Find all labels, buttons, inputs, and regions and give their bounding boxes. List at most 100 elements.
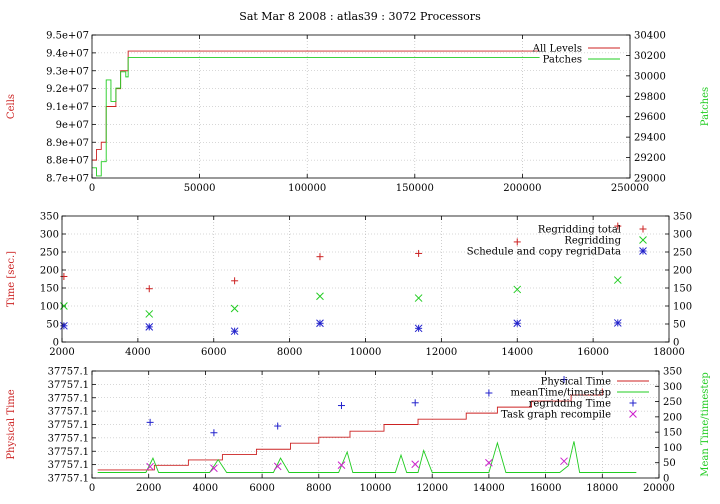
y-tick-label: 9.4e+07 bbox=[46, 48, 89, 59]
x-tick-label: 0 bbox=[89, 183, 95, 194]
y2-tick-label: 30400 bbox=[634, 31, 666, 42]
x-tick-label: 2000 bbox=[136, 483, 161, 494]
series-meantime-timestep bbox=[97, 441, 637, 473]
physical-time-panel: 0 2000 4000 6000 8000 10000 12000 14000 16000 180… bbox=[6, 367, 711, 495]
data-point-d2 bbox=[485, 458, 493, 467]
legend-marker-d2 bbox=[639, 247, 647, 255]
data-point bbox=[411, 460, 420, 469]
data-point bbox=[613, 276, 622, 284]
data-point bbox=[316, 292, 324, 301]
y2-tick-label: 300 bbox=[673, 230, 692, 241]
data-point-d2 bbox=[513, 319, 522, 328]
data-point bbox=[146, 462, 154, 471]
series-line bbox=[97, 388, 603, 471]
data-point bbox=[485, 389, 493, 397]
y2-tick-label: 29600 bbox=[634, 112, 666, 123]
x-tick-label: 18000 bbox=[653, 347, 685, 358]
legend-label: Patches bbox=[543, 55, 582, 66]
x-tick-label: 4000 bbox=[125, 347, 150, 358]
y2-tick-label: 350 bbox=[663, 367, 682, 378]
data-point bbox=[337, 461, 346, 470]
y-tick-label: 9.3e+07 bbox=[46, 66, 89, 77]
legend-marker bbox=[639, 225, 647, 233]
y2-tick-label: 150 bbox=[673, 284, 692, 295]
series-schedule-and-copy-regriddata bbox=[60, 319, 622, 336]
y2-tick-label: 200 bbox=[673, 266, 692, 277]
y-tick-label: 9.2e+07 bbox=[46, 84, 89, 95]
data-point-d2 bbox=[210, 464, 218, 473]
x-tick-label: 14000 bbox=[473, 483, 505, 494]
x-tick-label: 16000 bbox=[577, 347, 609, 358]
y-tick-label: 100 bbox=[40, 302, 59, 313]
y2-tick-label: 0 bbox=[673, 338, 679, 349]
data-point bbox=[146, 418, 154, 426]
series-line bbox=[92, 50, 540, 161]
data-point bbox=[145, 323, 154, 331]
legend-marker bbox=[629, 399, 637, 407]
data-point-d2 bbox=[316, 319, 324, 328]
legend-marker-d2 bbox=[639, 236, 647, 244]
data-point bbox=[231, 277, 239, 285]
x-tick-label: 18000 bbox=[586, 483, 618, 494]
legend-marker bbox=[639, 236, 647, 244]
y2-tick-label: 29000 bbox=[634, 174, 666, 185]
y2-tick-label: 50 bbox=[673, 320, 686, 331]
series-task-graph-recompile bbox=[146, 457, 568, 473]
y-axis-label: Physical Time bbox=[6, 389, 17, 459]
data-point bbox=[414, 294, 423, 302]
x-tick-label: 10000 bbox=[350, 347, 382, 358]
x-tick-label: 16000 bbox=[530, 483, 562, 494]
y-tick-label: 200 bbox=[40, 266, 59, 277]
data-point-d2 bbox=[411, 460, 420, 469]
cells-patches-panel: 0 50000 100000 150000 200000 250000 8.7e+07 8.8… bbox=[6, 31, 711, 195]
legend-label: Schedule and copy regridData bbox=[467, 247, 621, 258]
x-tick-label: 200000 bbox=[503, 183, 541, 194]
y-tick-label: 37757.1 bbox=[48, 380, 89, 391]
x-tick-label: 8000 bbox=[277, 347, 302, 358]
y-tick-label: 37757.1 bbox=[48, 474, 89, 485]
legend-marker bbox=[629, 410, 637, 418]
y-tick-label: 0 bbox=[53, 338, 59, 349]
data-point-d2 bbox=[145, 323, 154, 331]
y-tick-label: 300 bbox=[40, 230, 59, 241]
plot-frame bbox=[91, 34, 631, 179]
y-axis-label: Cells bbox=[6, 94, 17, 119]
y2-tick-label: 100 bbox=[663, 443, 682, 454]
y-tick-label: 37757.1 bbox=[48, 420, 89, 431]
x-tick-label: 4000 bbox=[193, 483, 218, 494]
y2-axis-label: Mean Time/timestep bbox=[700, 372, 711, 476]
x-tick-label: 6000 bbox=[249, 483, 274, 494]
series-patches bbox=[92, 57, 540, 177]
legend-label: Regridding bbox=[564, 236, 621, 247]
data-point bbox=[560, 457, 568, 466]
data-point bbox=[411, 399, 419, 407]
y2-tick-label: 29200 bbox=[634, 153, 666, 164]
series-line bbox=[92, 57, 540, 177]
legend-label: Task graph recompile bbox=[501, 410, 611, 421]
y-tick-label: 9.5e+07 bbox=[46, 31, 89, 42]
y2-tick-label: 250 bbox=[673, 248, 692, 259]
data-point bbox=[60, 272, 68, 280]
y2-tick-label: 0 bbox=[663, 474, 669, 485]
y-tick-label: 37757.1 bbox=[48, 460, 89, 471]
y-tick-label: 50 bbox=[46, 320, 59, 331]
y-tick-label: 350 bbox=[40, 212, 59, 223]
x-tick-label: 150000 bbox=[396, 183, 434, 194]
x-tick-label: 2000 bbox=[49, 347, 74, 358]
data-point bbox=[513, 285, 522, 294]
data-point bbox=[513, 319, 522, 328]
data-point bbox=[145, 310, 154, 318]
y-tick-label: 8.7e+07 bbox=[46, 174, 89, 185]
data-point-d2 bbox=[613, 319, 622, 327]
data-point bbox=[485, 458, 493, 467]
x-tick-label: 12000 bbox=[416, 483, 448, 494]
y-tick-label: 250 bbox=[40, 248, 59, 259]
data-point bbox=[60, 321, 68, 330]
data-point bbox=[210, 429, 218, 437]
legend-label: Physical Time bbox=[541, 377, 611, 388]
data-point-d2 bbox=[60, 321, 68, 330]
data-point-d2 bbox=[513, 285, 522, 294]
y2-tick-label: 250 bbox=[663, 397, 682, 408]
data-point-d2 bbox=[230, 304, 239, 313]
y-tick-label: 9e+07 bbox=[56, 120, 89, 131]
